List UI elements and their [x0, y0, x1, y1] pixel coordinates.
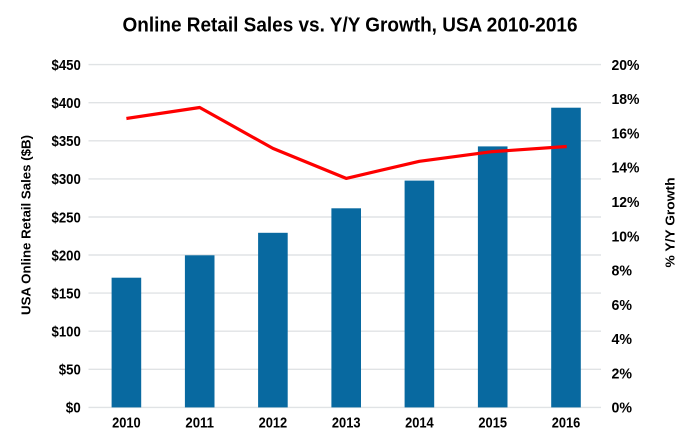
svg-text:USA Online Retail Sales ($B): USA Online Retail Sales ($B): [19, 135, 34, 315]
svg-text:2013: 2013: [332, 415, 361, 431]
svg-text:14%: 14%: [612, 160, 640, 177]
svg-text:$0: $0: [66, 400, 81, 417]
svg-text:$450: $450: [52, 57, 81, 74]
svg-text:$300: $300: [52, 171, 81, 188]
svg-text:4%: 4%: [612, 331, 633, 348]
svg-text:$100: $100: [52, 324, 81, 341]
svg-text:0%: 0%: [612, 400, 633, 417]
svg-text:$200: $200: [52, 247, 81, 264]
svg-text:2010: 2010: [112, 415, 141, 431]
svg-text:6%: 6%: [612, 297, 633, 314]
svg-text:20%: 20%: [612, 57, 640, 74]
svg-text:2012: 2012: [259, 415, 288, 431]
svg-text:$400: $400: [52, 95, 81, 112]
svg-text:2011: 2011: [185, 415, 214, 431]
svg-text:Online Retail Sales vs. Y/Y Gr: Online Retail Sales vs. Y/Y Growth, USA …: [123, 15, 578, 37]
svg-text:10%: 10%: [612, 228, 640, 245]
svg-text:$150: $150: [52, 285, 81, 302]
svg-text:2015: 2015: [478, 415, 507, 431]
svg-text:% Y/Y Growth: % Y/Y Growth: [663, 177, 678, 267]
svg-text:$250: $250: [52, 209, 81, 226]
svg-text:2%: 2%: [612, 365, 633, 382]
svg-text:2016: 2016: [552, 415, 581, 431]
svg-text:16%: 16%: [612, 126, 640, 143]
svg-text:18%: 18%: [612, 91, 640, 108]
svg-text:8%: 8%: [612, 263, 633, 280]
svg-text:2014: 2014: [405, 415, 434, 431]
svg-text:12%: 12%: [612, 194, 640, 211]
svg-text:$50: $50: [59, 362, 81, 379]
svg-text:$350: $350: [52, 133, 81, 150]
